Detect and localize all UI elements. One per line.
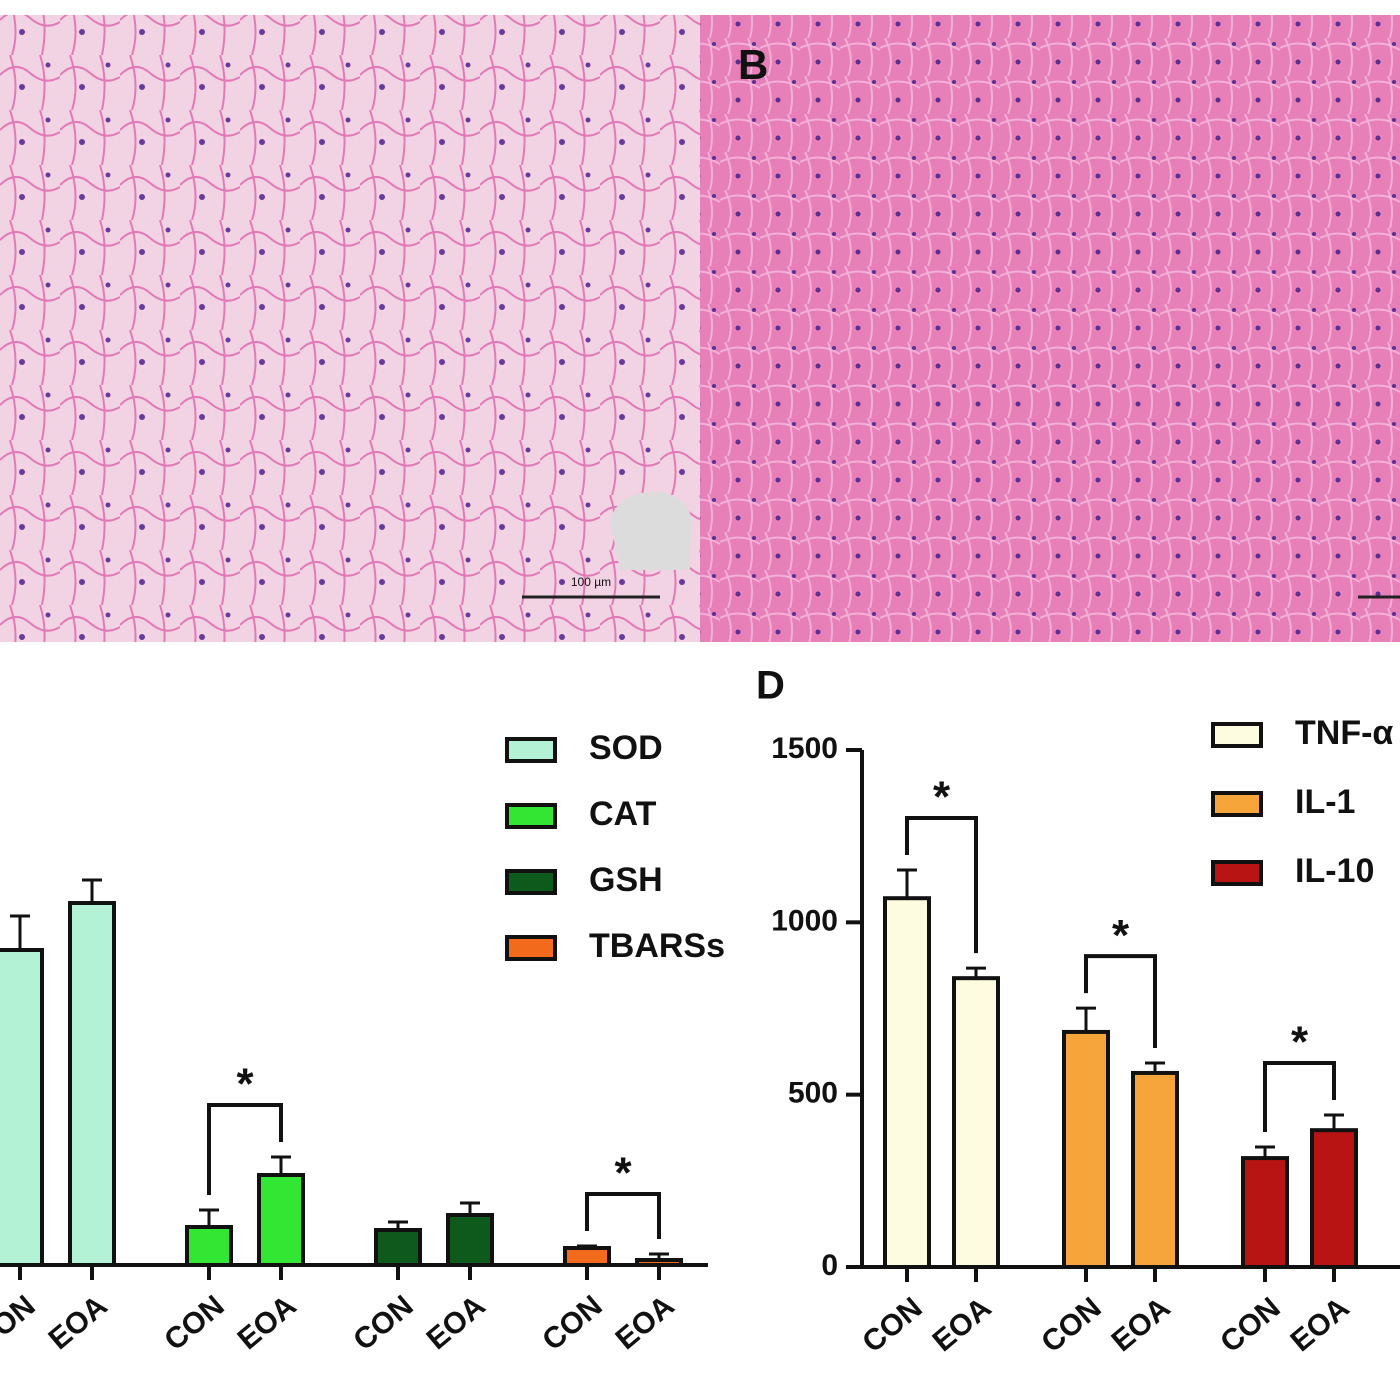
legend-swatch [1211, 722, 1263, 748]
legend-label: CAT [589, 795, 657, 833]
significance-bracket [905, 815, 978, 954]
legend-label: IL-10 [1295, 852, 1374, 890]
bar [446, 1213, 494, 1267]
significance-label: * [933, 773, 951, 822]
significance-label: * [1112, 911, 1130, 960]
bar [563, 1246, 611, 1267]
legend-label: TBARSs [589, 927, 725, 965]
x-tick-label: CON [856, 1291, 928, 1359]
bar [257, 1173, 305, 1267]
legend-label: SOD [589, 729, 663, 767]
bar [185, 1225, 233, 1267]
histology-image-b [700, 15, 1400, 642]
bar [1062, 1029, 1110, 1270]
x-tick-label: CON [536, 1289, 608, 1357]
legend-label: GSH [589, 861, 663, 899]
significance-bracket [207, 1103, 283, 1195]
x-tick-label: CON [347, 1289, 419, 1357]
bar [68, 901, 116, 1267]
legend-swatch [505, 737, 557, 763]
legend-swatch [1211, 860, 1263, 886]
x-tick-label: EOA [43, 1289, 114, 1356]
significance-label: * [614, 1149, 632, 1198]
legend-swatch [505, 935, 557, 961]
histology-image-a [0, 15, 700, 642]
legend-label: TNF-α [1295, 714, 1393, 752]
significance-bracket [585, 1192, 661, 1239]
x-tick-label: EOA [1106, 1291, 1177, 1358]
x-tick-label: EOA [610, 1289, 681, 1356]
y-tick-label: 1000 [771, 904, 838, 937]
x-tick-label: EOA [1285, 1291, 1356, 1358]
legend-label: IL-1 [1295, 783, 1355, 821]
x-tick-label: EOA [927, 1291, 998, 1358]
bar [635, 1258, 683, 1267]
panel-label: B [738, 41, 768, 88]
bar [883, 896, 931, 1269]
y-tick-label: 1500 [771, 732, 838, 765]
x-tick-label: CON [1035, 1291, 1107, 1359]
bar [0, 948, 44, 1267]
y-tick-label: 0 [821, 1249, 838, 1282]
bar [1241, 1156, 1289, 1269]
bar [1131, 1070, 1179, 1269]
legend-swatch [505, 869, 557, 895]
significance-bracket [1084, 954, 1157, 1048]
significance-label: * [236, 1060, 254, 1109]
x-tick-label: EOA [232, 1289, 303, 1356]
x-tick-label: CON [158, 1289, 230, 1357]
bar [1310, 1128, 1358, 1270]
x-tick-label: CON [1214, 1291, 1286, 1359]
legend-swatch [1211, 791, 1263, 817]
bar [952, 976, 1000, 1269]
significance-label: * [1291, 1018, 1309, 1067]
x-tick-label: CON [0, 1289, 42, 1357]
vessel [610, 491, 692, 570]
bar [374, 1228, 422, 1267]
legend-swatch [505, 803, 557, 829]
significance-bracket [1263, 1061, 1336, 1133]
x-tick-label: EOA [421, 1289, 492, 1356]
panel-label: D [756, 664, 785, 708]
y-tick-label: 500 [788, 1077, 838, 1110]
scale-bar-label: 100 µm [571, 575, 611, 589]
